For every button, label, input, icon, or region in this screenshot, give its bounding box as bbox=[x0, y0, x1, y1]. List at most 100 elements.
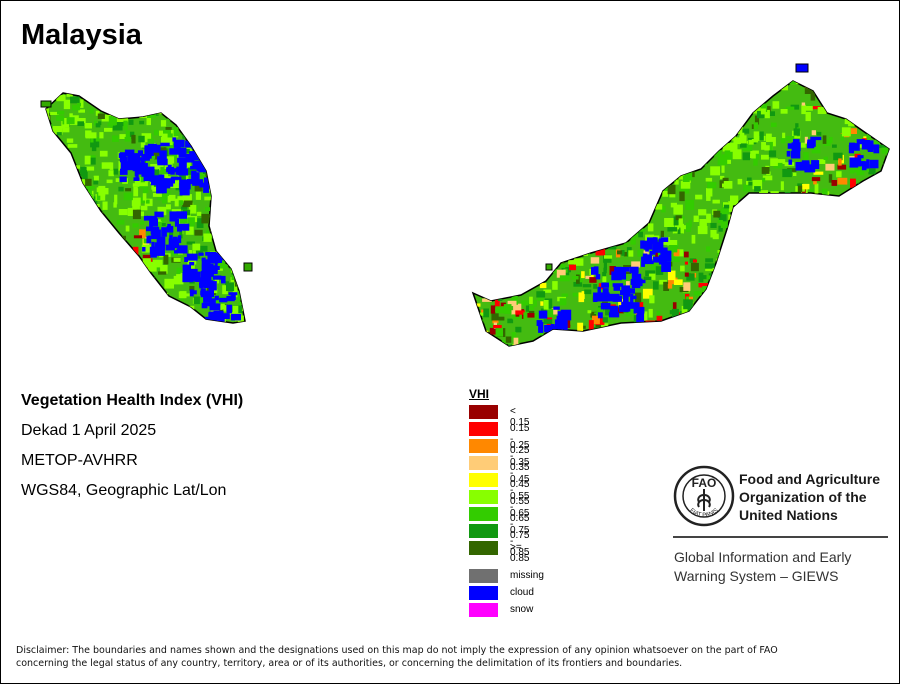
vhi-pixel bbox=[52, 126, 63, 135]
legend-label: 0.75 - 0.85 bbox=[510, 525, 530, 558]
vhi-pixel bbox=[778, 258, 786, 267]
vhi-pixel bbox=[617, 189, 622, 195]
vhi-pixel bbox=[170, 311, 181, 322]
cloud-pixel bbox=[146, 236, 152, 244]
vhi-pixel bbox=[177, 196, 185, 201]
vhi-pixel bbox=[600, 204, 608, 214]
vhi-pixel bbox=[678, 173, 684, 180]
vhi-pixel bbox=[214, 325, 219, 329]
vhi-pixel bbox=[169, 93, 177, 99]
vhi-pixel bbox=[183, 200, 193, 207]
vhi-pixel bbox=[624, 338, 630, 343]
vhi-pixel bbox=[499, 166, 504, 175]
vhi-pixel bbox=[669, 164, 677, 171]
vhi-pixel bbox=[735, 289, 745, 296]
vhi-pixel bbox=[56, 319, 66, 323]
vhi-pixel bbox=[706, 307, 715, 312]
vhi-pixel bbox=[46, 244, 49, 250]
vhi-pixel bbox=[510, 193, 518, 198]
vhi-pixel bbox=[544, 193, 555, 201]
vhi-pixel bbox=[627, 205, 637, 210]
vhi-pixel bbox=[627, 166, 632, 173]
vhi-pixel bbox=[684, 251, 689, 258]
vhi-pixel bbox=[656, 315, 663, 321]
vhi-pixel bbox=[173, 275, 184, 285]
vhi-pixel bbox=[174, 198, 179, 207]
vhi-pixel bbox=[844, 94, 849, 99]
vhi-pixel bbox=[48, 267, 54, 272]
vhi-pixel bbox=[205, 119, 209, 128]
vhi-pixel bbox=[715, 318, 724, 326]
vhi-pixel bbox=[535, 253, 542, 258]
cloud-pixel bbox=[182, 272, 194, 283]
cloud-pixel bbox=[642, 253, 648, 264]
cloud-pixel bbox=[560, 309, 572, 321]
vhi-pixel bbox=[557, 216, 566, 226]
vhi-pixel bbox=[786, 81, 796, 84]
vhi-pixel bbox=[589, 168, 596, 176]
vhi-pixel bbox=[649, 132, 657, 142]
vhi-pixel bbox=[606, 227, 616, 234]
vhi-pixel bbox=[844, 290, 854, 300]
vhi-pixel bbox=[214, 323, 222, 331]
vhi-pixel bbox=[489, 109, 497, 118]
vhi-pixel bbox=[165, 298, 173, 308]
vhi-pixel bbox=[240, 146, 245, 153]
vhi-pixel bbox=[670, 254, 680, 262]
legend-item: < 0.15 bbox=[469, 404, 529, 428]
vhi-pixel bbox=[249, 290, 256, 299]
vhi-pixel bbox=[786, 275, 792, 280]
vhi-pixel bbox=[715, 132, 725, 141]
vhi-pixel bbox=[502, 278, 508, 287]
vhi-pixel bbox=[68, 303, 79, 308]
vhi-pixel bbox=[722, 274, 733, 278]
vhi-pixel bbox=[236, 107, 245, 118]
vhi-pixel bbox=[643, 276, 652, 280]
vhi-pixel bbox=[616, 232, 621, 237]
vhi-pixel bbox=[488, 109, 494, 117]
vhi-pixel bbox=[603, 254, 612, 263]
vhi-pixel bbox=[473, 134, 476, 144]
vhi-pixel bbox=[663, 331, 670, 338]
vhi-pixel bbox=[163, 254, 169, 265]
cloud-pixel bbox=[132, 153, 141, 164]
vhi-pixel bbox=[52, 209, 58, 216]
vhi-pixel bbox=[160, 218, 167, 222]
vhi-pixel bbox=[603, 176, 608, 183]
vhi-pixel bbox=[223, 243, 232, 250]
vhi-pixel bbox=[850, 128, 857, 134]
vhi-pixel bbox=[227, 245, 236, 253]
vhi-pixel bbox=[780, 181, 784, 191]
vhi-pixel bbox=[101, 283, 112, 291]
cloud-pixel bbox=[172, 236, 178, 241]
vhi-pixel bbox=[121, 100, 126, 107]
vhi-pixel bbox=[551, 165, 561, 174]
vhi-pixel bbox=[64, 200, 70, 206]
vhi-pixel bbox=[876, 121, 884, 128]
vhi-pixel bbox=[642, 108, 651, 114]
vhi-pixel bbox=[733, 308, 737, 316]
legend-swatch bbox=[469, 524, 498, 538]
vhi-pixel bbox=[563, 338, 572, 346]
vhi-pixel bbox=[786, 340, 792, 346]
vhi-pixel bbox=[639, 142, 645, 146]
vhi-pixel bbox=[101, 162, 112, 169]
cloud-pixel bbox=[795, 162, 806, 171]
vhi-pixel bbox=[560, 335, 566, 345]
vhi-pixel bbox=[543, 161, 550, 170]
vhi-pixel bbox=[115, 178, 121, 182]
vhi-pixel bbox=[47, 278, 53, 288]
vhi-pixel bbox=[152, 259, 163, 268]
vhi-pixel bbox=[60, 260, 70, 270]
cloud-pixel bbox=[181, 161, 187, 168]
vhi-pixel bbox=[810, 326, 821, 335]
vhi-pixel bbox=[785, 284, 790, 291]
vhi-pixel bbox=[517, 198, 522, 208]
vhi-pixel bbox=[190, 204, 197, 214]
vhi-pixel bbox=[802, 183, 810, 190]
vhi-pixel bbox=[195, 191, 201, 200]
vhi-pixel bbox=[102, 201, 108, 210]
vhi-pixel bbox=[189, 250, 193, 254]
vhi-pixel bbox=[590, 275, 594, 279]
vhi-pixel bbox=[733, 137, 741, 145]
